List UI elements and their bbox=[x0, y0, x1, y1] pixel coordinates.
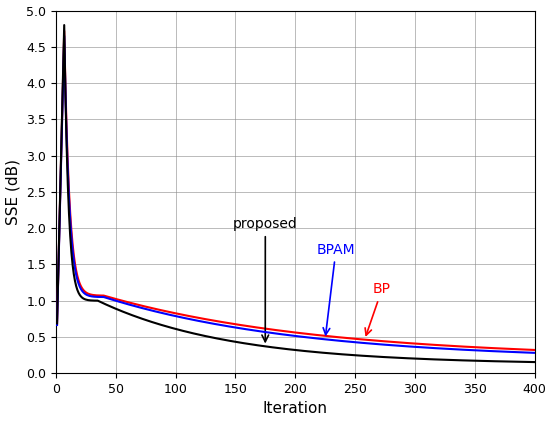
Text: BPAM: BPAM bbox=[317, 243, 355, 335]
X-axis label: Iteration: Iteration bbox=[263, 401, 328, 417]
Text: BP: BP bbox=[365, 282, 391, 335]
Text: proposed: proposed bbox=[233, 217, 298, 342]
Y-axis label: SSE (dB): SSE (dB) bbox=[6, 159, 20, 225]
